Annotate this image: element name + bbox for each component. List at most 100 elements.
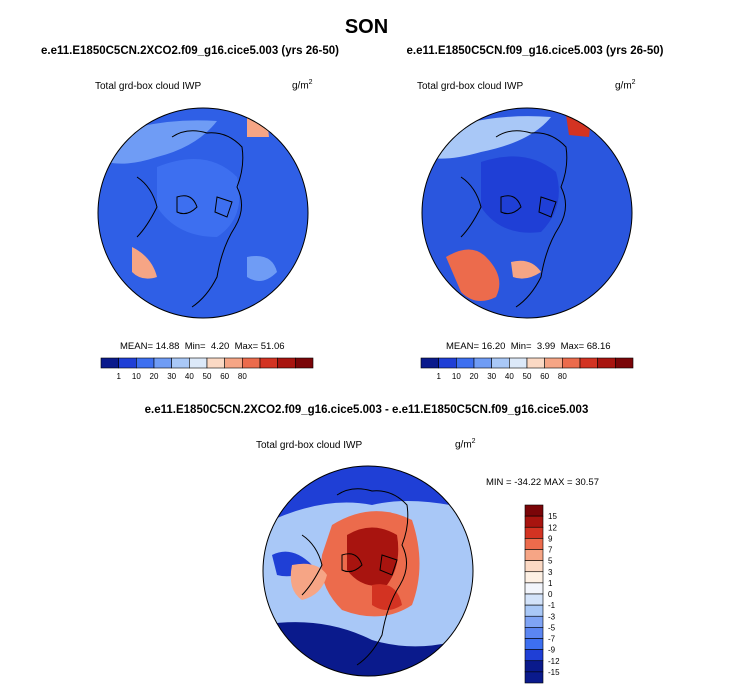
panel1-field-core bbox=[157, 159, 240, 237]
panel2-colorbar-swatch-2 bbox=[456, 357, 475, 369]
panel2-title: e.e11.E1850C5CN.f09_g16.cice5.003 (yrs 2… bbox=[406, 45, 664, 57]
panel1-colorbar-swatch-0 bbox=[100, 357, 119, 369]
panel2-colorbar-swatch-3 bbox=[473, 357, 492, 369]
panel2-colorbar-swatch-8 bbox=[562, 357, 581, 369]
panel2-colorbar-tick-label-2: 20 bbox=[470, 372, 479, 381]
panel3-colorbar-swatch-3 bbox=[524, 538, 544, 550]
panel1-colorbar-swatch-4 bbox=[171, 357, 190, 369]
panel3-colorbar-swatch-9 bbox=[524, 604, 544, 617]
panel3-title: e.e11.E1850C5CN.2XCO2.f09_g16.cice5.003 … bbox=[144, 404, 589, 416]
panel2-colorbar-swatch-4 bbox=[491, 357, 510, 369]
panel3-colorbar-tick-label-12: -9 bbox=[548, 646, 556, 655]
panel2-colorbar-tick-label-3: 30 bbox=[487, 372, 496, 381]
panel3-field-pos-c bbox=[372, 584, 402, 610]
panel3-field-pos-core bbox=[347, 527, 399, 586]
panel1-colorbar-swatch-6 bbox=[206, 357, 225, 369]
panel3-colorbar-tick-label-0: 15 bbox=[548, 512, 557, 521]
panel1-colorbar-swatch-9 bbox=[259, 357, 278, 369]
panel3-colorbar-tick-label-1: 12 bbox=[548, 523, 557, 532]
panel3-colorbar-swatch-10 bbox=[524, 615, 544, 628]
panel1-colorbar-swatch-5 bbox=[189, 357, 208, 369]
panel2-colorbar-tick-label-4: 40 bbox=[505, 372, 514, 381]
panel3-colorbar-tick-label-9: -3 bbox=[548, 612, 556, 621]
panel3-coastlines bbox=[301, 488, 409, 666]
panel1-colorbar-swatch-3 bbox=[153, 357, 172, 369]
panel1-field-warm-b bbox=[132, 247, 157, 279]
panel3-colorbar-tick-label-8: -1 bbox=[548, 601, 556, 610]
panel2-colorbar-swatch-7 bbox=[544, 357, 563, 369]
panel1-colorbar-tick-label-4: 40 bbox=[185, 372, 194, 381]
panel3-polar-map bbox=[262, 465, 474, 677]
panel2-colorbar-tick-label-6: 60 bbox=[540, 372, 549, 381]
panel3-variable: Total grd-box cloud IWP bbox=[256, 440, 363, 451]
panel3-colorbar-tick-label-14: -15 bbox=[548, 668, 560, 677]
panel1-units: g/m2 bbox=[292, 79, 313, 92]
panel2-colorbar-swatch-5 bbox=[509, 357, 528, 369]
panel1-field-band-b bbox=[247, 256, 277, 281]
panel2-variable: Total grd-box cloud IWP bbox=[417, 81, 524, 92]
panel3-colorbar-swatch-6 bbox=[524, 571, 544, 584]
panel2-field-core bbox=[481, 156, 559, 233]
figure-title: SON bbox=[344, 16, 389, 38]
panel1-colorbar: 1 10 20 30 40 50 60 80 bbox=[100, 357, 314, 381]
panel1-colorbar-swatch-8 bbox=[242, 357, 261, 369]
panel1-colorbar-swatch-10 bbox=[277, 357, 296, 369]
panel1-colorbar-swatch-11 bbox=[295, 357, 314, 369]
panel3-stats: MIN = -34.22 MAX = 30.57 bbox=[486, 477, 600, 488]
panel2-map-border bbox=[421, 107, 633, 319]
panel3-colorbar-swatch-8 bbox=[524, 593, 544, 606]
panel1-colorbar-tick-label-0: 1 bbox=[116, 372, 121, 381]
panel3-colorbar-swatch-14 bbox=[524, 660, 544, 673]
panel1-field-warm-a bbox=[247, 117, 269, 137]
panel3-colorbar-swatch-0 bbox=[524, 504, 544, 517]
panel3-colorbar-tick-label-4: 5 bbox=[548, 557, 553, 566]
panel2-colorbar-swatch-11 bbox=[615, 357, 634, 369]
panel3-colorbar-swatch-7 bbox=[524, 582, 544, 595]
panel2-stats: MEAN= 16.20 Min= 3.99 Max= 68.16 bbox=[446, 341, 611, 352]
panel3-map-border bbox=[262, 465, 474, 677]
panel3-colorbar-tick-label-10: -5 bbox=[548, 623, 556, 632]
panel2-colorbar: 1 10 20 30 40 50 60 80 bbox=[420, 357, 634, 381]
panel1-map-border bbox=[97, 107, 309, 319]
panel1-stats: MEAN= 14.88 Min= 4.20 Max= 51.06 bbox=[120, 341, 285, 352]
panel2-colorbar-tick-label-7: 80 bbox=[558, 372, 567, 381]
panel3-colorbar-swatch-1 bbox=[524, 515, 544, 528]
panel2-colorbar-tick-label-1: 10 bbox=[452, 372, 461, 381]
panel1-colorbar-tick-label-7: 80 bbox=[238, 372, 247, 381]
panel2-colorbar-swatch-10 bbox=[597, 357, 616, 369]
panel2-units: g/m2 bbox=[615, 79, 636, 92]
panel2-colorbar-tick-label-5: 50 bbox=[523, 372, 532, 381]
panel2-field-warm-a bbox=[566, 115, 591, 137]
panel1-colorbar-swatch-7 bbox=[224, 357, 243, 369]
panel1-colorbar-tick-label-6: 60 bbox=[220, 372, 229, 381]
panel3-colorbar-swatch-4 bbox=[524, 549, 544, 561]
panel3-colorbar-tick-label-11: -7 bbox=[548, 635, 556, 644]
panel1-coastlines bbox=[136, 130, 244, 308]
panel2-colorbar-swatch-0 bbox=[420, 357, 439, 369]
panel2-field-warm-b bbox=[446, 249, 500, 301]
panel3-colorbar-swatch-12 bbox=[524, 638, 544, 650]
panel2-colorbar-swatch-1 bbox=[438, 357, 457, 369]
panel2-coastlines bbox=[460, 130, 568, 308]
panel1-colorbar-tick-label-2: 20 bbox=[150, 372, 159, 381]
panel3-colorbar-tick-label-7: 0 bbox=[548, 590, 553, 599]
panel3-colorbar-swatch-5 bbox=[524, 560, 544, 573]
panel3-colorbar-swatch-15 bbox=[524, 671, 544, 684]
panel1-colorbar-swatch-2 bbox=[136, 357, 155, 369]
panel1-colorbar-tick-label-3: 30 bbox=[167, 372, 176, 381]
panel3-colorbar-tick-label-2: 9 bbox=[548, 534, 553, 543]
panel3-colorbar-tick-label-6: 1 bbox=[548, 579, 553, 588]
panel3-colorbar-tick-label-13: -12 bbox=[548, 657, 560, 666]
panel3-colorbar-tick-label-3: 7 bbox=[548, 546, 553, 555]
panel3-colorbar-swatch-13 bbox=[524, 649, 544, 662]
panel3-units: g/m2 bbox=[455, 438, 476, 451]
panel2-colorbar-swatch-6 bbox=[526, 357, 545, 369]
panel1-polar-map bbox=[97, 107, 309, 319]
panel3-colorbar-swatch-11 bbox=[524, 627, 544, 639]
panel3-colorbar: 15 12 9 7 5 3 1 0 -1 -3 -5 -7 -9 -12 -15 bbox=[524, 504, 560, 684]
panel3-colorbar-tick-label-5: 3 bbox=[548, 568, 553, 577]
panel1-variable: Total grd-box cloud IWP bbox=[95, 81, 202, 92]
panel2-colorbar-tick-label-0: 1 bbox=[436, 372, 441, 381]
panel3-colorbar-swatch-2 bbox=[524, 526, 544, 539]
panel2-polar-map bbox=[421, 107, 633, 319]
